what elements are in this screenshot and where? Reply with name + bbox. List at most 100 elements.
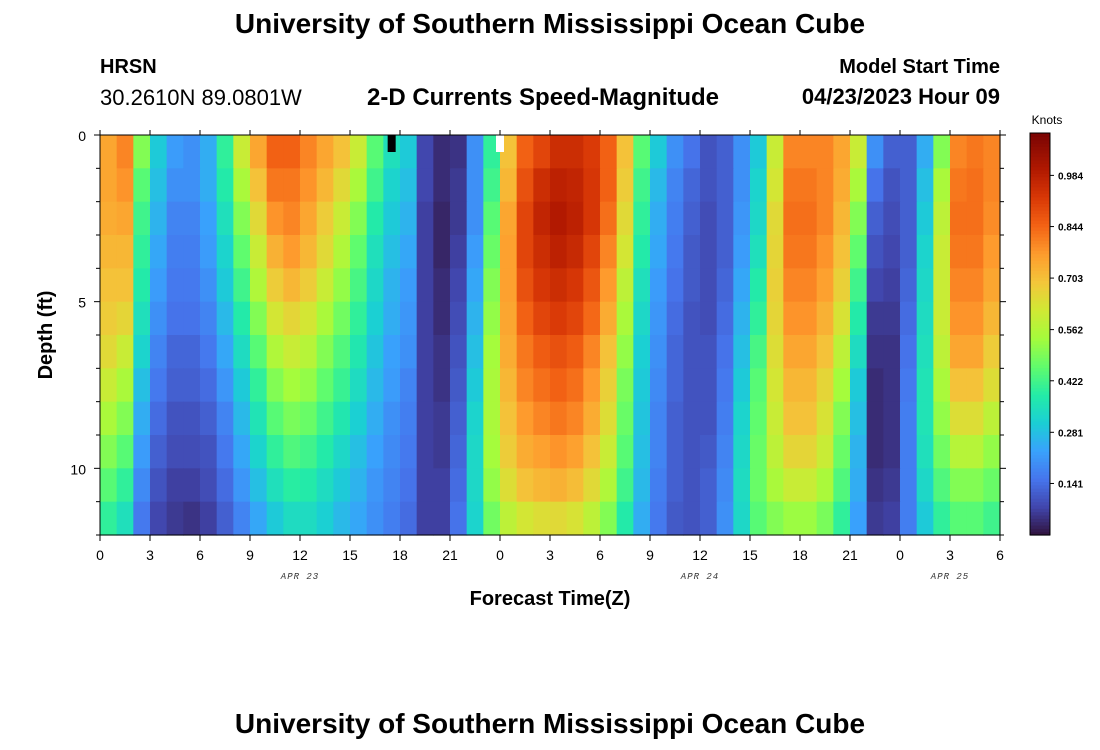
heatmap-cell xyxy=(366,501,384,536)
heatmap-cell xyxy=(183,401,201,436)
heatmap-cell xyxy=(316,435,334,469)
colorbar-band xyxy=(1030,481,1050,486)
heatmap-cell xyxy=(666,335,684,369)
heatmap-cell xyxy=(850,268,868,303)
heatmap-cell xyxy=(966,501,984,536)
heatmap-cell xyxy=(833,301,851,336)
heatmap-markers xyxy=(387,135,504,152)
heatmap-cell xyxy=(933,335,951,369)
colorbar-band xyxy=(1030,444,1050,449)
heatmap-cell xyxy=(416,168,434,203)
heatmap-cell xyxy=(700,135,718,169)
heatmap-cell xyxy=(800,501,818,536)
heatmap-cell xyxy=(666,168,684,203)
colorbar-band xyxy=(1030,357,1050,362)
heatmap-cell xyxy=(450,168,468,203)
heatmap-cell xyxy=(400,235,418,269)
colorbar-band xyxy=(1030,280,1050,285)
heatmap-cell xyxy=(733,201,751,236)
date-label: APR 24 xyxy=(680,572,719,582)
heatmap-cell xyxy=(433,268,451,303)
heatmap-cell xyxy=(566,235,584,269)
heatmap-cell xyxy=(500,135,518,169)
colorbar-band xyxy=(1030,186,1050,191)
heatmap-cell xyxy=(683,201,701,236)
heatmap-cell xyxy=(133,168,151,203)
heatmap-cell xyxy=(133,435,151,469)
heatmap-cell xyxy=(416,268,434,303)
heatmap-cell xyxy=(100,435,118,469)
x-tick-label: 0 xyxy=(96,547,104,563)
heatmap-cell xyxy=(833,435,851,469)
heatmap-cell xyxy=(316,135,334,169)
heatmap-cell xyxy=(650,235,668,269)
heatmap-cell xyxy=(800,335,818,369)
heatmap-cell xyxy=(150,235,168,269)
heatmap-cell xyxy=(883,401,901,436)
heatmap-cell xyxy=(750,335,768,369)
heatmap-cell xyxy=(483,368,501,403)
colorbar-band xyxy=(1030,277,1050,281)
heatmap-cell xyxy=(850,168,868,203)
colorbar-band xyxy=(1030,464,1050,469)
heatmap-cell xyxy=(500,468,518,503)
heatmap-cell xyxy=(166,435,184,469)
heatmap-cell xyxy=(366,368,384,403)
colorbar-band xyxy=(1030,407,1050,412)
colorbar-band xyxy=(1030,394,1050,399)
heatmap-cell xyxy=(233,235,251,269)
heatmap-cell xyxy=(883,335,901,369)
heatmap-cell xyxy=(466,135,484,169)
heatmap-cell xyxy=(600,268,618,303)
date-label: APR 23 xyxy=(280,572,319,582)
colorbar-band xyxy=(1030,434,1050,439)
colorbar-band xyxy=(1030,337,1050,342)
heatmap-cell xyxy=(650,135,668,169)
heatmap-cell xyxy=(566,368,584,403)
heatmap-cell xyxy=(150,368,168,403)
heatmap-cell xyxy=(316,335,334,369)
heatmap-cell xyxy=(816,168,834,203)
colorbar-band xyxy=(1030,454,1050,459)
heatmap-cell xyxy=(983,435,1001,469)
heatmap-cell xyxy=(650,435,668,469)
heatmap-cell xyxy=(116,435,134,469)
heatmap-cell xyxy=(733,468,751,503)
heatmap-cell xyxy=(416,335,434,369)
heatmap-cell xyxy=(633,235,651,269)
heatmap-cell xyxy=(216,168,234,203)
heatmap-cell xyxy=(566,401,584,436)
heatmap-cell xyxy=(500,401,518,436)
heatmap-cell xyxy=(166,201,184,236)
heatmap-cell xyxy=(216,501,234,536)
colorbar-band xyxy=(1030,518,1050,523)
colorbar-band xyxy=(1030,494,1050,499)
colorbar-band xyxy=(1030,260,1050,265)
heatmap-cell xyxy=(583,368,601,403)
heatmap-cell xyxy=(833,401,851,436)
heatmap-cell xyxy=(516,201,534,236)
heatmap-cell xyxy=(883,501,901,536)
x-tick-label: 12 xyxy=(292,547,308,563)
heatmap-cell xyxy=(266,501,284,536)
heatmap-cell xyxy=(233,435,251,469)
heatmap-cell xyxy=(550,335,568,369)
colorbar-band xyxy=(1030,250,1050,255)
colorbar-band xyxy=(1030,347,1050,352)
heatmap-cell xyxy=(716,501,734,536)
heatmap-cell xyxy=(166,335,184,369)
heatmap-cell xyxy=(283,335,301,369)
heatmap-cell xyxy=(583,135,601,169)
heatmap-cell xyxy=(500,368,518,403)
heatmap-cell xyxy=(416,468,434,503)
heatmap-cell xyxy=(600,368,618,403)
heatmap-cell xyxy=(366,235,384,269)
heatmap-cell xyxy=(316,201,334,236)
heatmap-cell xyxy=(716,301,734,336)
heatmap-cell xyxy=(900,168,918,203)
heatmap-cell xyxy=(233,135,251,169)
heatmap-cell xyxy=(483,201,501,236)
colorbar-band xyxy=(1030,327,1050,332)
colorbar-tick-label: 0.703 xyxy=(1058,274,1083,285)
heatmap-cell xyxy=(716,435,734,469)
